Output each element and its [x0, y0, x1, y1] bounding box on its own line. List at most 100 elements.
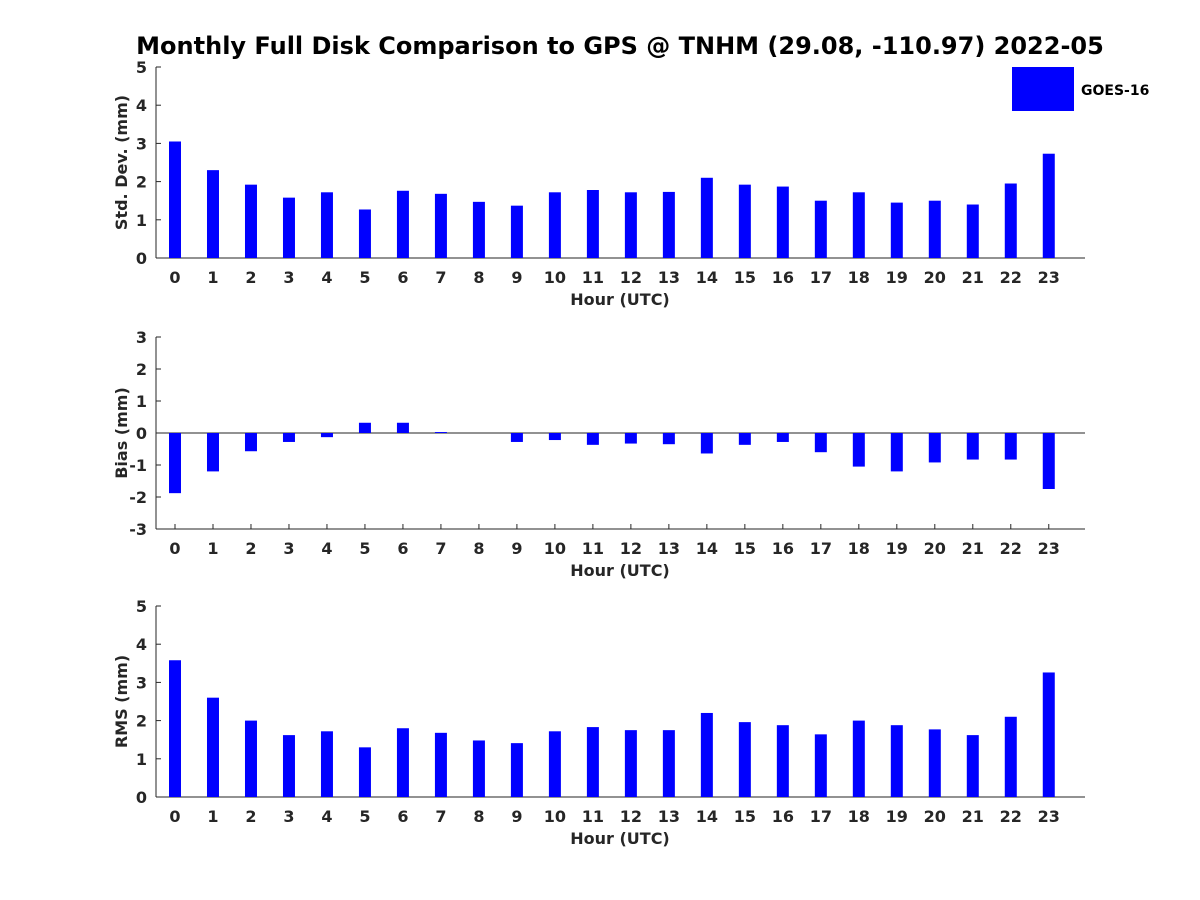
x-tick-label: 15: [734, 268, 756, 287]
bar-hour-18: [852, 433, 865, 467]
bar-hour-17: [814, 734, 827, 797]
bar-hour-3: [282, 735, 295, 797]
bar-hour-20: [928, 200, 941, 258]
bar-hour-13: [662, 191, 675, 258]
x-tick-label: 1: [207, 539, 218, 558]
x-tick-label: 4: [321, 539, 332, 558]
bar-hour-5: [358, 422, 371, 433]
x-tick-label: 2: [245, 268, 256, 287]
bar-hour-1: [206, 697, 219, 797]
bar-hour-22: [1004, 433, 1017, 460]
x-tick-label: 17: [810, 539, 832, 558]
x-tick-label: 22: [1000, 539, 1022, 558]
bar-hour-14: [700, 712, 713, 797]
bar-hour-0: [169, 433, 181, 494]
y-tick-label: 3: [136, 134, 147, 153]
x-tick-label: 7: [435, 807, 446, 826]
y-tick-label: 1: [136, 211, 147, 230]
y-tick-label: -3: [129, 520, 147, 539]
x-tick-label: 5: [359, 268, 370, 287]
x-tick-label: 12: [620, 807, 642, 826]
bar-hour-17: [814, 200, 827, 258]
bar-hour-2: [244, 433, 257, 452]
x-axis-label: Hour (UTC): [570, 290, 670, 309]
bar-hour-22: [1004, 183, 1017, 258]
x-tick-label: 9: [511, 268, 522, 287]
bar-hour-0: [169, 141, 181, 258]
x-tick-label: 11: [582, 539, 604, 558]
x-tick-label: 19: [886, 807, 908, 826]
bar-hour-6: [396, 728, 409, 797]
bar-hour-0: [169, 660, 181, 797]
y-tick-label: 3: [136, 328, 147, 347]
bar-hour-10: [548, 192, 561, 258]
bar-hour-13: [662, 433, 675, 445]
y-tick-label: 4: [136, 96, 147, 115]
legend-label: GOES-16: [1081, 83, 1149, 99]
x-tick-label: 7: [435, 539, 446, 558]
x-tick-label: 10: [544, 807, 566, 826]
x-tick-label: 9: [511, 807, 522, 826]
x-tick-label: 17: [810, 268, 832, 287]
bar-hour-11: [586, 190, 599, 258]
x-axis-label: Hour (UTC): [570, 829, 670, 848]
bar-hour-12: [624, 730, 637, 797]
bar-hour-8: [472, 201, 485, 258]
bar-hour-19: [890, 202, 903, 258]
x-tick-label: 0: [169, 539, 180, 558]
x-tick-label: 3: [283, 539, 294, 558]
x-tick-label: 6: [397, 539, 408, 558]
bar-hour-18: [852, 192, 865, 258]
x-tick-label: 14: [696, 268, 718, 287]
x-tick-label: 14: [696, 807, 718, 826]
y-tick-label: 3: [136, 673, 147, 692]
x-tick-label: 18: [848, 539, 870, 558]
bar-hour-11: [586, 727, 599, 797]
bar-hour-19: [890, 725, 903, 797]
bar-hour-21: [966, 204, 979, 258]
bar-hour-3: [282, 433, 295, 442]
x-tick-label: 11: [582, 268, 604, 287]
y-tick-label: 5: [136, 58, 147, 77]
x-tick-label: 14: [696, 539, 718, 558]
y-tick-label: 0: [136, 788, 147, 807]
x-tick-label: 17: [810, 807, 832, 826]
bar-hour-12: [624, 192, 637, 258]
x-tick-label: 13: [658, 539, 680, 558]
bar-hour-14: [700, 177, 713, 258]
x-tick-label: 7: [435, 268, 446, 287]
x-tick-label: 5: [359, 539, 370, 558]
x-tick-label: 8: [473, 539, 484, 558]
x-tick-label: 3: [283, 268, 294, 287]
bar-hour-2: [244, 720, 257, 797]
x-tick-label: 15: [734, 539, 756, 558]
x-tick-label: 2: [245, 539, 256, 558]
x-tick-label: 22: [1000, 268, 1022, 287]
x-tick-label: 4: [321, 807, 332, 826]
bar-hour-20: [928, 433, 941, 463]
legend: GOES-16: [1012, 67, 1149, 111]
x-tick-label: 20: [924, 268, 946, 287]
y-axis-label: RMS (mm): [112, 655, 131, 748]
x-tick-label: 23: [1038, 539, 1060, 558]
x-tick-label: 13: [658, 807, 680, 826]
x-tick-label: 9: [511, 539, 522, 558]
x-tick-label: 12: [620, 268, 642, 287]
y-axis-label: Std. Dev. (mm): [112, 95, 131, 230]
bar-hour-1: [206, 170, 219, 258]
x-tick-label: 6: [397, 268, 408, 287]
bar-hour-13: [662, 730, 675, 797]
y-tick-label: -1: [129, 456, 147, 475]
bar-hour-10: [548, 731, 561, 797]
bar-hour-9: [510, 205, 523, 258]
x-tick-label: 10: [544, 268, 566, 287]
bar-hour-1: [206, 433, 219, 472]
x-tick-label: 19: [886, 539, 908, 558]
chart-title: Monthly Full Disk Comparison to GPS @ TN…: [136, 32, 1104, 60]
bar-hour-23: [1042, 153, 1055, 258]
x-tick-label: 1: [207, 807, 218, 826]
